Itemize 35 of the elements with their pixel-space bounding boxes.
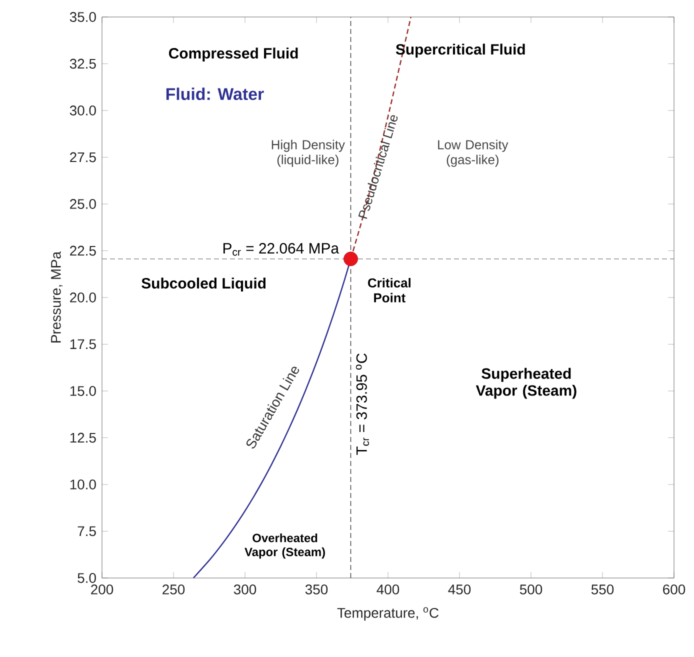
y-tick-label: 32.5 bbox=[70, 58, 96, 69]
x-tick-label: 600 bbox=[663, 584, 686, 594]
annotation: Fluid: Water bbox=[166, 88, 264, 100]
annotation: Critical Point bbox=[368, 278, 410, 302]
annotation: Overheated Vapor (Steam) bbox=[244, 533, 325, 559]
annotation: Superheated Vapor (Steam) bbox=[476, 368, 576, 399]
y-tick-label: 12.5 bbox=[70, 432, 96, 443]
y-tick-label: 30.0 bbox=[70, 106, 96, 116]
annotation: Supercritical Fluid bbox=[396, 44, 525, 58]
x-tick-label: 450 bbox=[448, 584, 471, 594]
y-tick-label: 17.5 bbox=[70, 339, 96, 350]
y-tick-label: 22.5 bbox=[70, 246, 96, 256]
y-tick-label: 20.0 bbox=[70, 292, 96, 302]
y-tick-label: 7.5 bbox=[78, 526, 96, 536]
annotation: High Density (liquid-like) bbox=[272, 140, 345, 167]
x-tick-label: 350 bbox=[305, 584, 328, 594]
annotation: Low Density (gas-like) bbox=[438, 140, 508, 167]
x-tick-label: 300 bbox=[234, 584, 256, 594]
y-tick-label: 25.0 bbox=[70, 199, 96, 209]
ref-line-label: P$_{cr}$ = 22.064 MPa bbox=[223, 243, 340, 256]
y-tick-label: 15.0 bbox=[70, 386, 96, 396]
annotation: Compressed Fluid bbox=[168, 48, 298, 62]
x-tick-label: 500 bbox=[520, 584, 542, 594]
x-axis-title: Temperature, $^{o}$C bbox=[337, 607, 438, 621]
y-tick-label: 5.0 bbox=[78, 573, 96, 583]
y-tick-label: 10.0 bbox=[70, 480, 96, 490]
y-axis-title: Pressure, MPa bbox=[51, 251, 62, 342]
y-tick-label: 35.0 bbox=[70, 12, 96, 22]
x-tick-label: 200 bbox=[91, 584, 114, 594]
y-tick-label: 27.5 bbox=[70, 152, 96, 162]
ref-line-label: T$_{cr}$ = 373.95 $^{o}$C bbox=[356, 353, 370, 455]
annotation: Subcooled Liquid bbox=[142, 278, 266, 292]
x-tick-label: 250 bbox=[162, 584, 185, 594]
x-tick-label: 550 bbox=[591, 584, 614, 594]
x-tick-label: 400 bbox=[376, 584, 400, 594]
